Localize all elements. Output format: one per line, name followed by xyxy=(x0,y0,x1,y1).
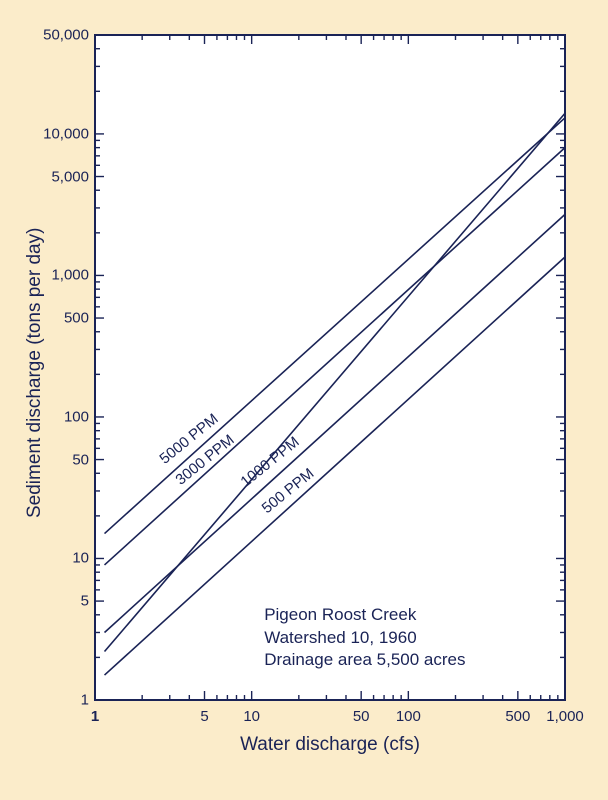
y-tick-label: 5 xyxy=(81,593,89,610)
x-tick-label: 10 xyxy=(243,708,260,725)
y-tick-label: 100 xyxy=(64,408,89,425)
chart-container: 1 5 10 50 100 500 1,000 1 5 10 50 100 500 1,000 5,000 1… xyxy=(0,0,608,800)
x-tick-label: 500 xyxy=(505,708,530,725)
chart-caption: Pigeon Roost CreekWatershed 10, 1960Drai… xyxy=(264,604,465,673)
x-axis-label: Water discharge (cfs) xyxy=(240,734,420,756)
x-tick-label: 1,000 xyxy=(546,708,584,725)
y-tick-label: 50 xyxy=(72,451,89,468)
x-tick-label: 1 xyxy=(91,708,99,725)
y-tick-label: 10,000 xyxy=(43,125,89,142)
caption-line: Watershed 10, 1960 xyxy=(264,627,465,650)
x-tick-label: 50 xyxy=(353,708,370,725)
y-tick-label: 500 xyxy=(64,310,89,327)
y-tick-label: 10 xyxy=(72,550,89,567)
x-tick-label: 100 xyxy=(396,708,421,725)
y-tick-label: 50,000 xyxy=(43,27,89,44)
x-tick-label: 5 xyxy=(200,708,208,725)
caption-line: Pigeon Roost Creek xyxy=(264,604,465,627)
y-tick-label: 1,000 xyxy=(51,267,89,284)
chart-svg xyxy=(0,0,608,800)
y-tick-label: 1 xyxy=(81,692,89,709)
y-tick-label: 5,000 xyxy=(51,168,89,185)
y-axis-label: Sediment discharge (tons per day) xyxy=(24,227,46,517)
caption-line: Drainage area 5,500 acres xyxy=(264,649,465,672)
